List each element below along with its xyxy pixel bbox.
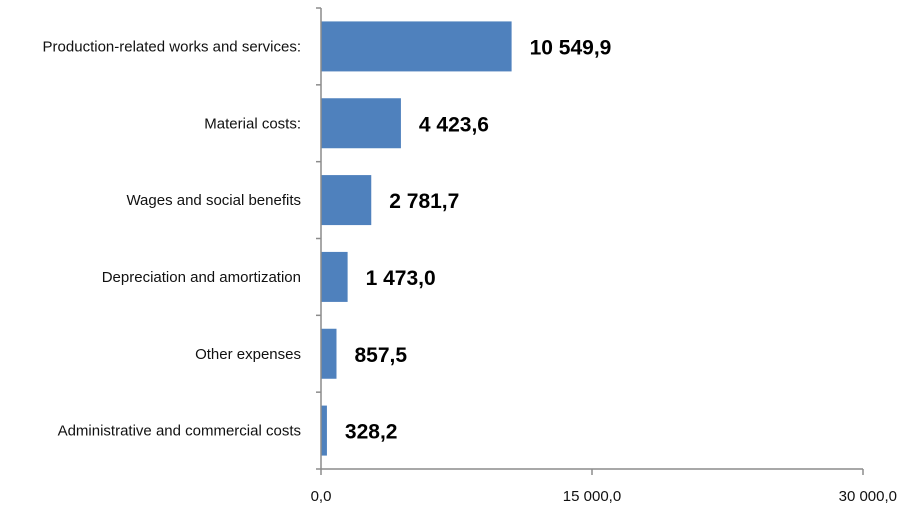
x-tick-label: 15 000,0 <box>563 488 621 505</box>
category-label: Administrative and commercial costs <box>58 423 301 440</box>
bar <box>321 21 512 72</box>
axes <box>320 8 863 470</box>
category-label: Production-related works and services: <box>43 38 301 55</box>
data-label: 857,5 <box>354 344 407 367</box>
value-labels: 10 549,9 4 423,6 2 781,7 1 473,0 857,5 328,2 <box>345 36 611 443</box>
bar <box>321 98 401 149</box>
x-tick-label: 30 000,0 <box>839 488 897 505</box>
bars-layer <box>321 21 512 456</box>
category-label: Other expenses <box>195 346 301 363</box>
data-label: 1 473,0 <box>366 267 436 290</box>
category-label: Material costs: <box>204 115 301 132</box>
bar <box>321 405 327 456</box>
data-label: 10 549,9 <box>530 36 612 59</box>
bar <box>321 251 348 302</box>
x-tick-label: 0,0 <box>311 488 332 505</box>
data-label: 2 781,7 <box>389 190 459 213</box>
data-label: 328,2 <box>345 421 398 444</box>
bar <box>321 175 372 226</box>
category-labels: Production-related works and services: Ma… <box>43 38 301 439</box>
category-label: Depreciation and amortization <box>102 269 301 286</box>
category-label: Wages and social benefits <box>126 192 301 209</box>
data-label: 4 423,6 <box>419 113 489 136</box>
bar <box>321 328 337 379</box>
x-axis-ticks: 0,0 15 000,0 30 000,0 <box>311 7 897 505</box>
